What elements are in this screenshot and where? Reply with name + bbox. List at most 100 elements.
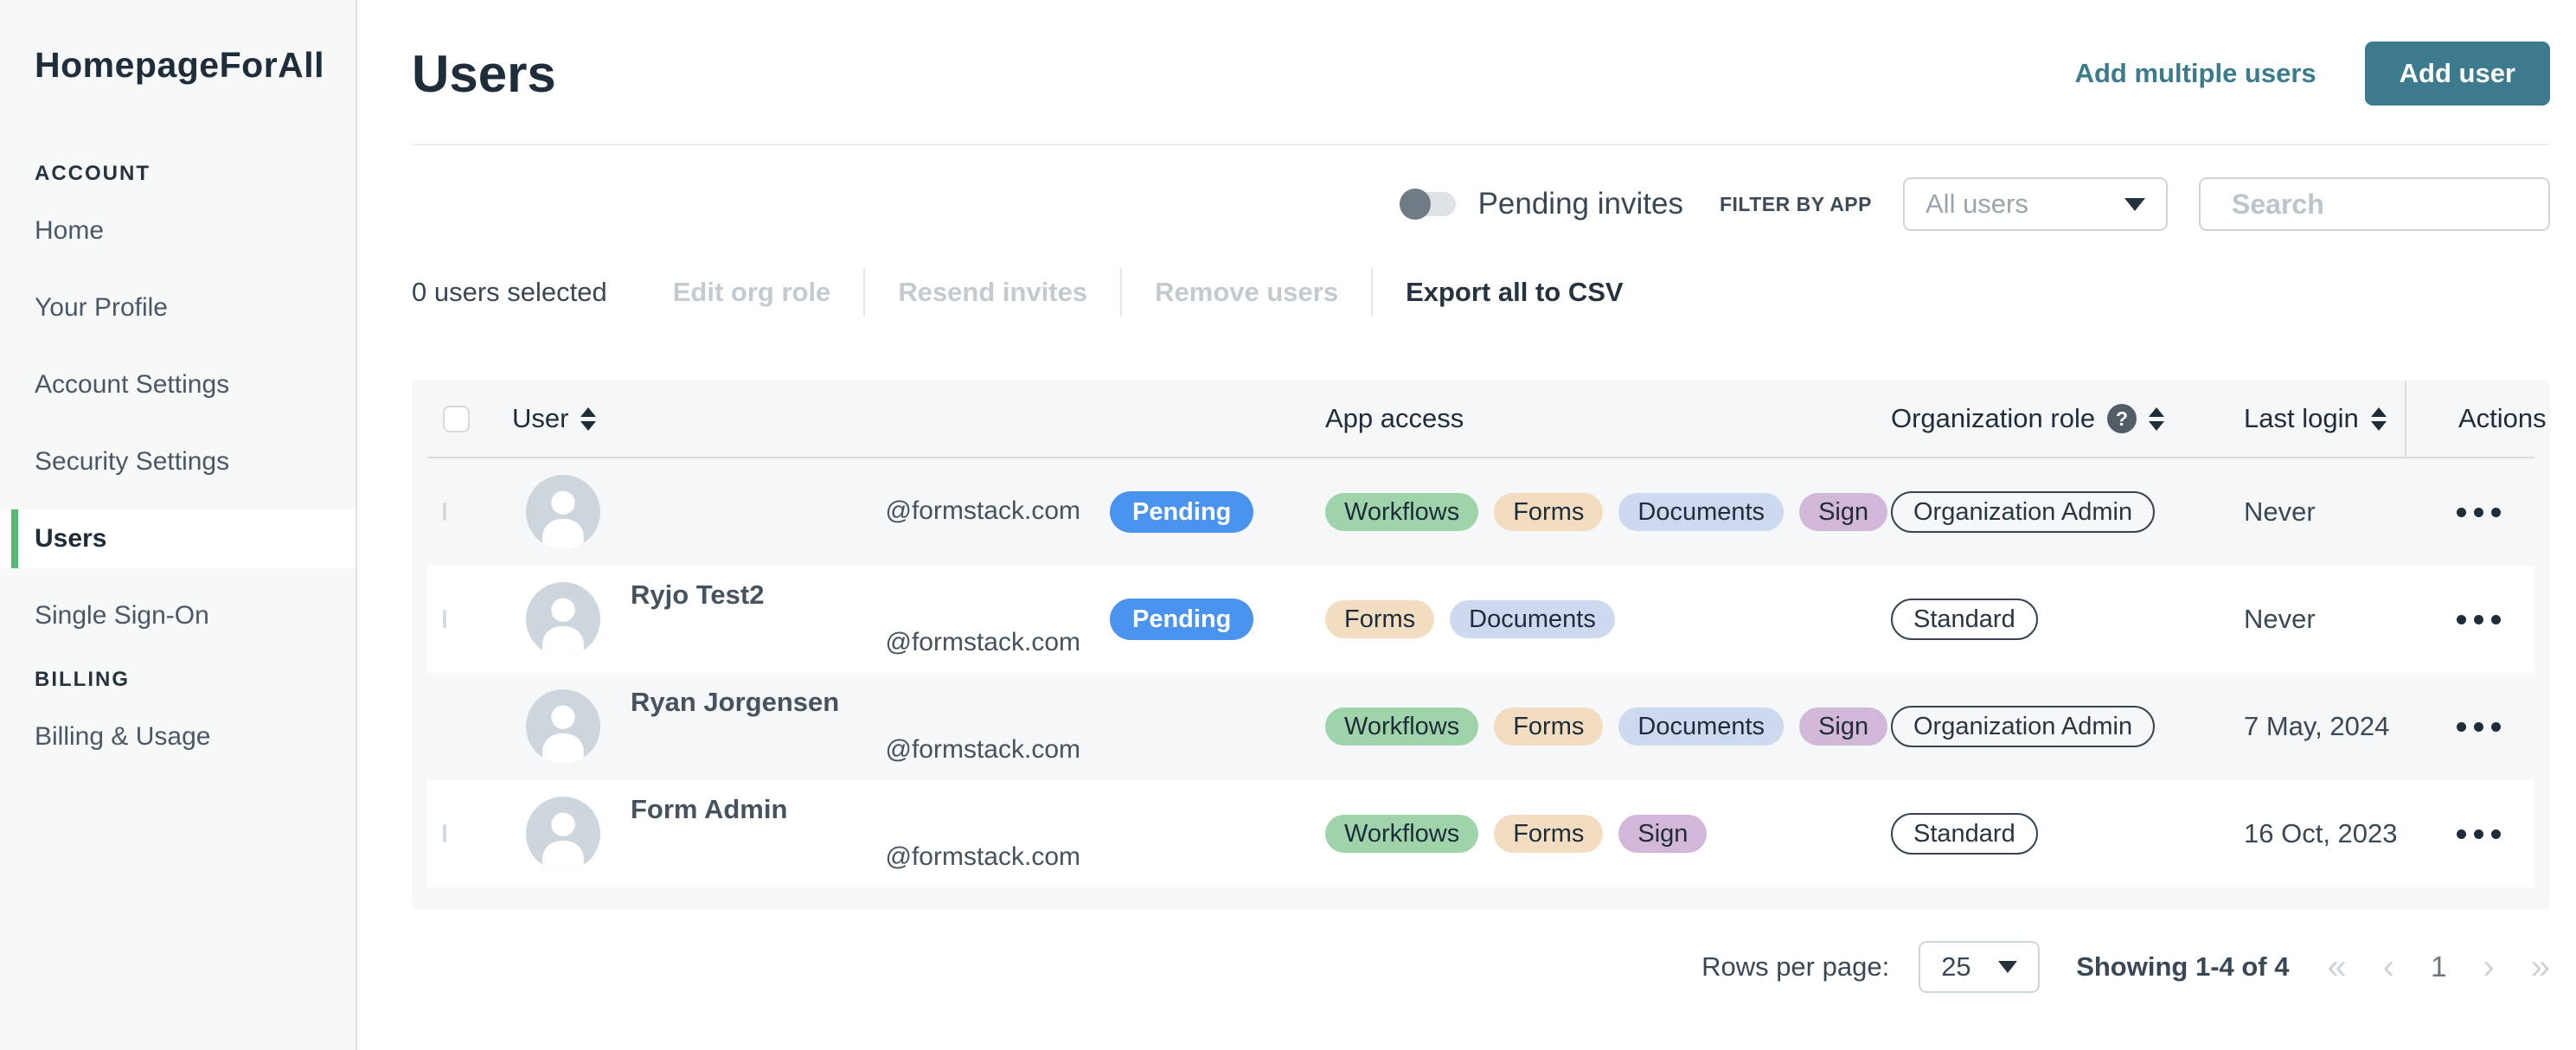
dot-icon bbox=[2474, 614, 2483, 624]
dot-icon bbox=[2457, 829, 2466, 839]
dot-icon bbox=[2457, 614, 2466, 624]
page-title: Users bbox=[412, 44, 556, 103]
current-page-number[interactable]: 1 bbox=[2431, 951, 2447, 983]
table-row: Ryjo Test2 @formstack.com Pending Forms Docu… bbox=[427, 566, 2534, 673]
user-text: Ryjo Test2 @formstack.com bbox=[631, 566, 1080, 673]
more-actions-button[interactable] bbox=[2448, 821, 2509, 848]
dot-icon bbox=[2491, 721, 2501, 732]
app-tag-workflows: Workflows bbox=[1325, 493, 1479, 531]
rows-per-page-select[interactable]: 25 bbox=[1919, 941, 2041, 993]
page-navigation: « ‹ 1 › » bbox=[2327, 950, 2550, 984]
header-checkbox-cell bbox=[427, 381, 512, 457]
pending-invites-toggle-group: Pending invites bbox=[1399, 187, 1683, 221]
actions-cell bbox=[2405, 606, 2534, 633]
app-tag-forms: Forms bbox=[1494, 815, 1604, 853]
sidebar-item-security-settings[interactable]: Security Settings bbox=[35, 447, 230, 476]
sort-icon[interactable] bbox=[2370, 407, 2387, 431]
sidebar: HomepageForAll ACCOUNT Home Your Profile Ac… bbox=[0, 0, 357, 1050]
user-cell: @formstack.com Pending bbox=[512, 458, 1325, 566]
app-tag-forms: Forms bbox=[1325, 600, 1435, 638]
sidebar-item-your-profile[interactable]: Your Profile bbox=[35, 293, 168, 322]
bulk-action-resend-invites[interactable]: Resend invites bbox=[865, 277, 1120, 308]
sort-icon[interactable] bbox=[580, 407, 597, 431]
column-header-organization-role[interactable]: Organization role ? bbox=[1891, 381, 2244, 457]
dot-icon bbox=[2491, 614, 2501, 624]
organization-role-cell: Organization Admin bbox=[1891, 706, 2244, 747]
pending-badge: Pending bbox=[1110, 491, 1254, 533]
app-tag-sign: Sign bbox=[1799, 707, 1888, 746]
bulk-action-remove-users[interactable]: Remove users bbox=[1122, 277, 1371, 308]
user-email: @formstack.com bbox=[885, 496, 1080, 525]
row-checkbox[interactable] bbox=[443, 610, 446, 628]
user-name: Ryan Jorgensen bbox=[631, 687, 840, 717]
showing-range-text: Showing 1-4 of 4 bbox=[2076, 951, 2290, 982]
chevron-down-icon bbox=[1998, 961, 2018, 973]
dot-icon bbox=[2457, 507, 2466, 517]
dot-icon bbox=[2491, 507, 2501, 517]
next-page-icon[interactable]: › bbox=[2483, 948, 2495, 986]
actions-cell bbox=[2405, 821, 2534, 848]
app-access-cell: Workflows Forms Documents Sign bbox=[1325, 493, 1891, 531]
more-actions-button[interactable] bbox=[2448, 606, 2509, 633]
first-page-icon[interactable]: « bbox=[2327, 948, 2347, 986]
row-checkbox[interactable] bbox=[443, 503, 446, 521]
add-user-button[interactable]: Add user bbox=[2364, 42, 2550, 106]
last-login-cell: Never bbox=[2244, 604, 2316, 634]
sidebar-item-home[interactable]: Home bbox=[35, 216, 105, 245]
rows-per-page-label: Rows per page: bbox=[1701, 951, 1890, 982]
table-row: @formstack.com Pending Workflows Forms Docum… bbox=[427, 458, 2534, 566]
user-cell: Form Admin @formstack.com bbox=[512, 780, 1325, 887]
sidebar-item-single-sign-on[interactable]: Single Sign-On bbox=[35, 601, 209, 630]
bulk-actions-row: 0 users selected Edit org role Resend inv… bbox=[412, 268, 2550, 317]
column-header-user[interactable]: User bbox=[512, 381, 1325, 457]
pending-invites-switch[interactable] bbox=[1399, 189, 1456, 220]
prev-page-icon[interactable]: ‹ bbox=[2382, 948, 2395, 986]
sort-icon[interactable] bbox=[2149, 407, 2165, 431]
app-tag-workflows: Workflows bbox=[1325, 707, 1479, 746]
pending-invites-label: Pending invites bbox=[1477, 187, 1683, 221]
app-tag-sign: Sign bbox=[1799, 493, 1888, 531]
organization-role-cell: Standard bbox=[1891, 599, 2244, 640]
sidebar-item-account-settings[interactable]: Account Settings bbox=[35, 370, 230, 399]
more-actions-button[interactable] bbox=[2448, 714, 2509, 740]
app-filter-value: All users bbox=[1926, 189, 2028, 219]
row-checkbox[interactable] bbox=[443, 824, 446, 842]
user-cell: Ryjo Test2 @formstack.com Pending bbox=[512, 566, 1325, 673]
last-login-cell: 16 Oct, 2023 bbox=[2244, 818, 2398, 848]
app-tag-documents: Documents bbox=[1618, 707, 1785, 746]
bulk-action-export-all-to-csv[interactable]: Export all to CSV bbox=[1373, 277, 1656, 308]
app-access-cell: Workflows Forms Sign bbox=[1325, 815, 1891, 853]
nav-section-label: ACCOUNT bbox=[35, 162, 151, 185]
last-page-icon[interactable]: » bbox=[2530, 948, 2550, 986]
user-email: @formstack.com bbox=[885, 628, 1080, 656]
dot-icon bbox=[2457, 721, 2466, 732]
actions-cell bbox=[2405, 714, 2534, 740]
row-checkbox-cell bbox=[427, 610, 512, 628]
more-actions-button[interactable] bbox=[2448, 499, 2509, 526]
select-all-checkbox[interactable] bbox=[443, 405, 470, 432]
bulk-action-edit-org-role[interactable]: Edit org role bbox=[640, 277, 864, 308]
row-checkbox-cell bbox=[427, 824, 512, 842]
help-icon[interactable]: ? bbox=[2107, 404, 2137, 433]
app-tag-sign: Sign bbox=[1618, 815, 1708, 853]
sidebar-item-users[interactable]: Users bbox=[0, 509, 356, 568]
avatar bbox=[526, 582, 600, 656]
search-input[interactable] bbox=[2232, 188, 2576, 221]
app-tag-documents: Documents bbox=[1618, 493, 1785, 531]
user-cell: Ryan Jorgensen @formstack.com bbox=[512, 673, 1325, 780]
sidebar-item-billing-usage[interactable]: Billing & Usage bbox=[35, 722, 211, 751]
chevron-down-icon bbox=[2124, 197, 2145, 211]
add-multiple-users-button[interactable]: Add multiple users bbox=[2074, 58, 2316, 88]
dot-icon bbox=[2474, 721, 2483, 732]
role-pill: Standard bbox=[1891, 813, 2038, 855]
app-filter-select[interactable]: All users bbox=[1903, 177, 2168, 231]
user-name: Ryjo Test2 bbox=[631, 579, 765, 610]
role-pill: Organization Admin bbox=[1891, 706, 2156, 747]
main-content: Users Add multiple users Add user Pendin… bbox=[357, 0, 2576, 1050]
role-pill: Organization Admin bbox=[1891, 491, 2156, 533]
user-email: @formstack.com bbox=[885, 735, 1080, 764]
toolbar: Pending invites FILTER BY APP All users bbox=[412, 176, 2576, 232]
app-tag-forms: Forms bbox=[1494, 493, 1604, 531]
column-header-last-login[interactable]: Last login bbox=[2244, 381, 2405, 457]
role-pill: Standard bbox=[1891, 599, 2038, 640]
